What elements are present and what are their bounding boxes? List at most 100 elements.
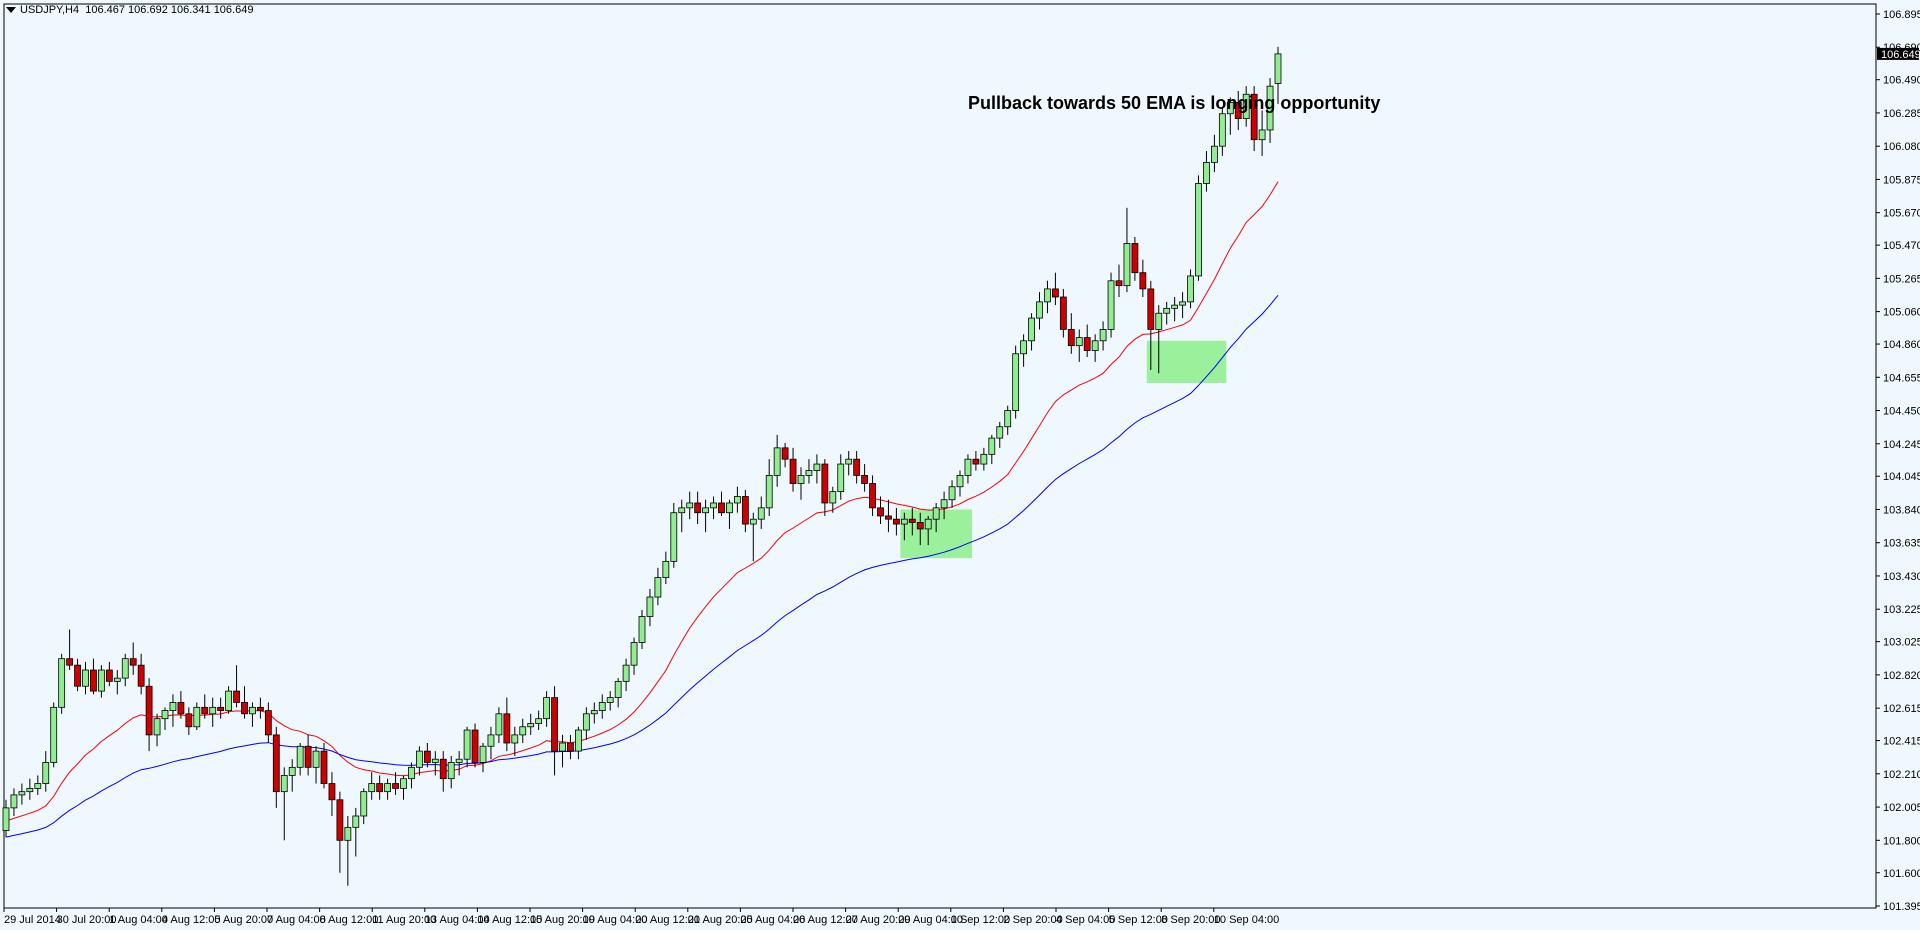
candle-body	[1195, 183, 1202, 277]
y-tick-label: 103.635	[1883, 538, 1920, 550]
candle-body	[455, 758, 463, 763]
x-tick-label: 4 Sep 04:00	[1056, 914, 1115, 926]
candle-body	[670, 512, 678, 562]
candle-body	[495, 713, 503, 736]
x-tick-label: 1 Aug 04:00	[109, 914, 168, 926]
candle-body	[885, 515, 892, 520]
candle-body	[352, 815, 360, 828]
candle-body	[1028, 317, 1035, 342]
candle-body	[1083, 337, 1091, 351]
ema-fast-line	[5, 181, 1279, 822]
candle-body	[90, 669, 97, 692]
candle-body	[1067, 329, 1075, 347]
ema-slow-line	[5, 294, 1279, 838]
candle-body	[225, 690, 233, 711]
candle-body	[757, 507, 765, 520]
candle-body	[606, 697, 614, 703]
candle-body	[264, 710, 272, 736]
x-tick-label: 29 Jul 2014	[4, 914, 61, 926]
x-tick-label: 2 Sep 20:00	[1003, 914, 1062, 926]
candle-body	[1242, 93, 1250, 120]
candle-body	[678, 507, 686, 514]
candle-body	[1147, 288, 1155, 330]
candle-body	[837, 463, 845, 493]
candle-body	[121, 658, 129, 679]
x-tick-label: 20 Aug 12:00	[635, 914, 700, 926]
candle-body	[924, 518, 932, 530]
candle-body	[26, 788, 34, 793]
candle-body	[845, 458, 853, 465]
x-tick-label: 30 Jul 20:00	[57, 914, 117, 926]
candle-body	[765, 475, 773, 509]
candle-body	[805, 470, 813, 476]
candle-body	[217, 706, 225, 711]
candle-body	[1107, 280, 1115, 330]
plot-frame	[3, 3, 1877, 909]
candle-body	[718, 502, 725, 514]
candle-body	[686, 502, 694, 509]
candle-body	[463, 729, 471, 760]
candle-body	[1020, 340, 1027, 355]
x-tick-label: 4 Aug 12:00	[162, 914, 221, 926]
y-tick-label: 104.245	[1883, 439, 1920, 451]
candle-body	[646, 596, 654, 617]
candle-body	[638, 616, 646, 643]
candle-body	[161, 710, 169, 720]
x-tick-label: 11 Aug 20:00	[372, 914, 436, 926]
y-tick-label: 102.820	[1883, 670, 1920, 682]
candle-body	[1226, 101, 1234, 115]
candle-body	[320, 750, 328, 784]
annotation-text: Pullback towards 50 EMA is longing oppor…	[968, 93, 1380, 113]
x-tick-label: 15 Aug 20:00	[530, 914, 595, 926]
candle-body	[304, 745, 312, 768]
y-tick-label: 105.670	[1883, 208, 1920, 220]
candle-body	[1052, 288, 1059, 298]
candle-body	[1163, 307, 1171, 314]
candle-body	[2, 807, 10, 831]
highlight-zone-2	[1146, 340, 1227, 383]
x-tick-label: 5 Sep 12:00	[1109, 914, 1168, 926]
candle-body	[932, 507, 940, 520]
y-tick-label: 104.045	[1883, 471, 1920, 483]
candle-body	[551, 697, 558, 752]
candle-body	[773, 447, 781, 476]
y-tick-label: 101.600	[1883, 868, 1920, 880]
symbol-label: USDJPY,H4	[20, 4, 80, 16]
candle-body	[296, 745, 304, 768]
candle-body	[1059, 296, 1067, 330]
candle-body	[423, 750, 431, 763]
candle-body	[821, 463, 829, 504]
x-tick-label: 5 Aug 20:00	[214, 914, 273, 926]
candle-body	[630, 642, 638, 666]
candle-body	[249, 706, 256, 715]
candle-body	[519, 726, 527, 736]
candle-body	[956, 475, 964, 488]
candle-body	[1250, 93, 1258, 141]
candle-body	[34, 783, 42, 789]
candle-body	[861, 475, 868, 484]
candle-body	[1211, 145, 1218, 163]
candle-body	[726, 502, 733, 514]
y-tick-label: 101.800	[1883, 835, 1920, 847]
candle-body	[137, 664, 145, 687]
x-tick-label: 8 Sep 20:00	[1161, 914, 1220, 926]
candle-body	[479, 745, 487, 763]
candle-body	[575, 729, 582, 752]
y-tick-label: 105.470	[1883, 240, 1920, 252]
candle-body	[829, 491, 837, 504]
candle-body	[1218, 113, 1226, 147]
candle-body	[972, 458, 980, 465]
candle-body	[749, 518, 757, 525]
ohlc-label: 106.467 106.692 106.341 106.649	[85, 4, 254, 16]
candle-body	[376, 783, 384, 793]
x-tick-label: 26 Aug 12:00	[793, 914, 858, 926]
candle-body	[360, 791, 368, 817]
candle-body	[622, 664, 630, 682]
candle-body	[654, 577, 662, 598]
candle-body	[98, 669, 105, 692]
dropdown-triangle-icon[interactable]	[6, 7, 16, 14]
x-tick-label: 13 Aug 04:00	[425, 914, 490, 926]
candle-body	[392, 783, 399, 789]
y-tick-label: 106.490	[1883, 75, 1920, 87]
